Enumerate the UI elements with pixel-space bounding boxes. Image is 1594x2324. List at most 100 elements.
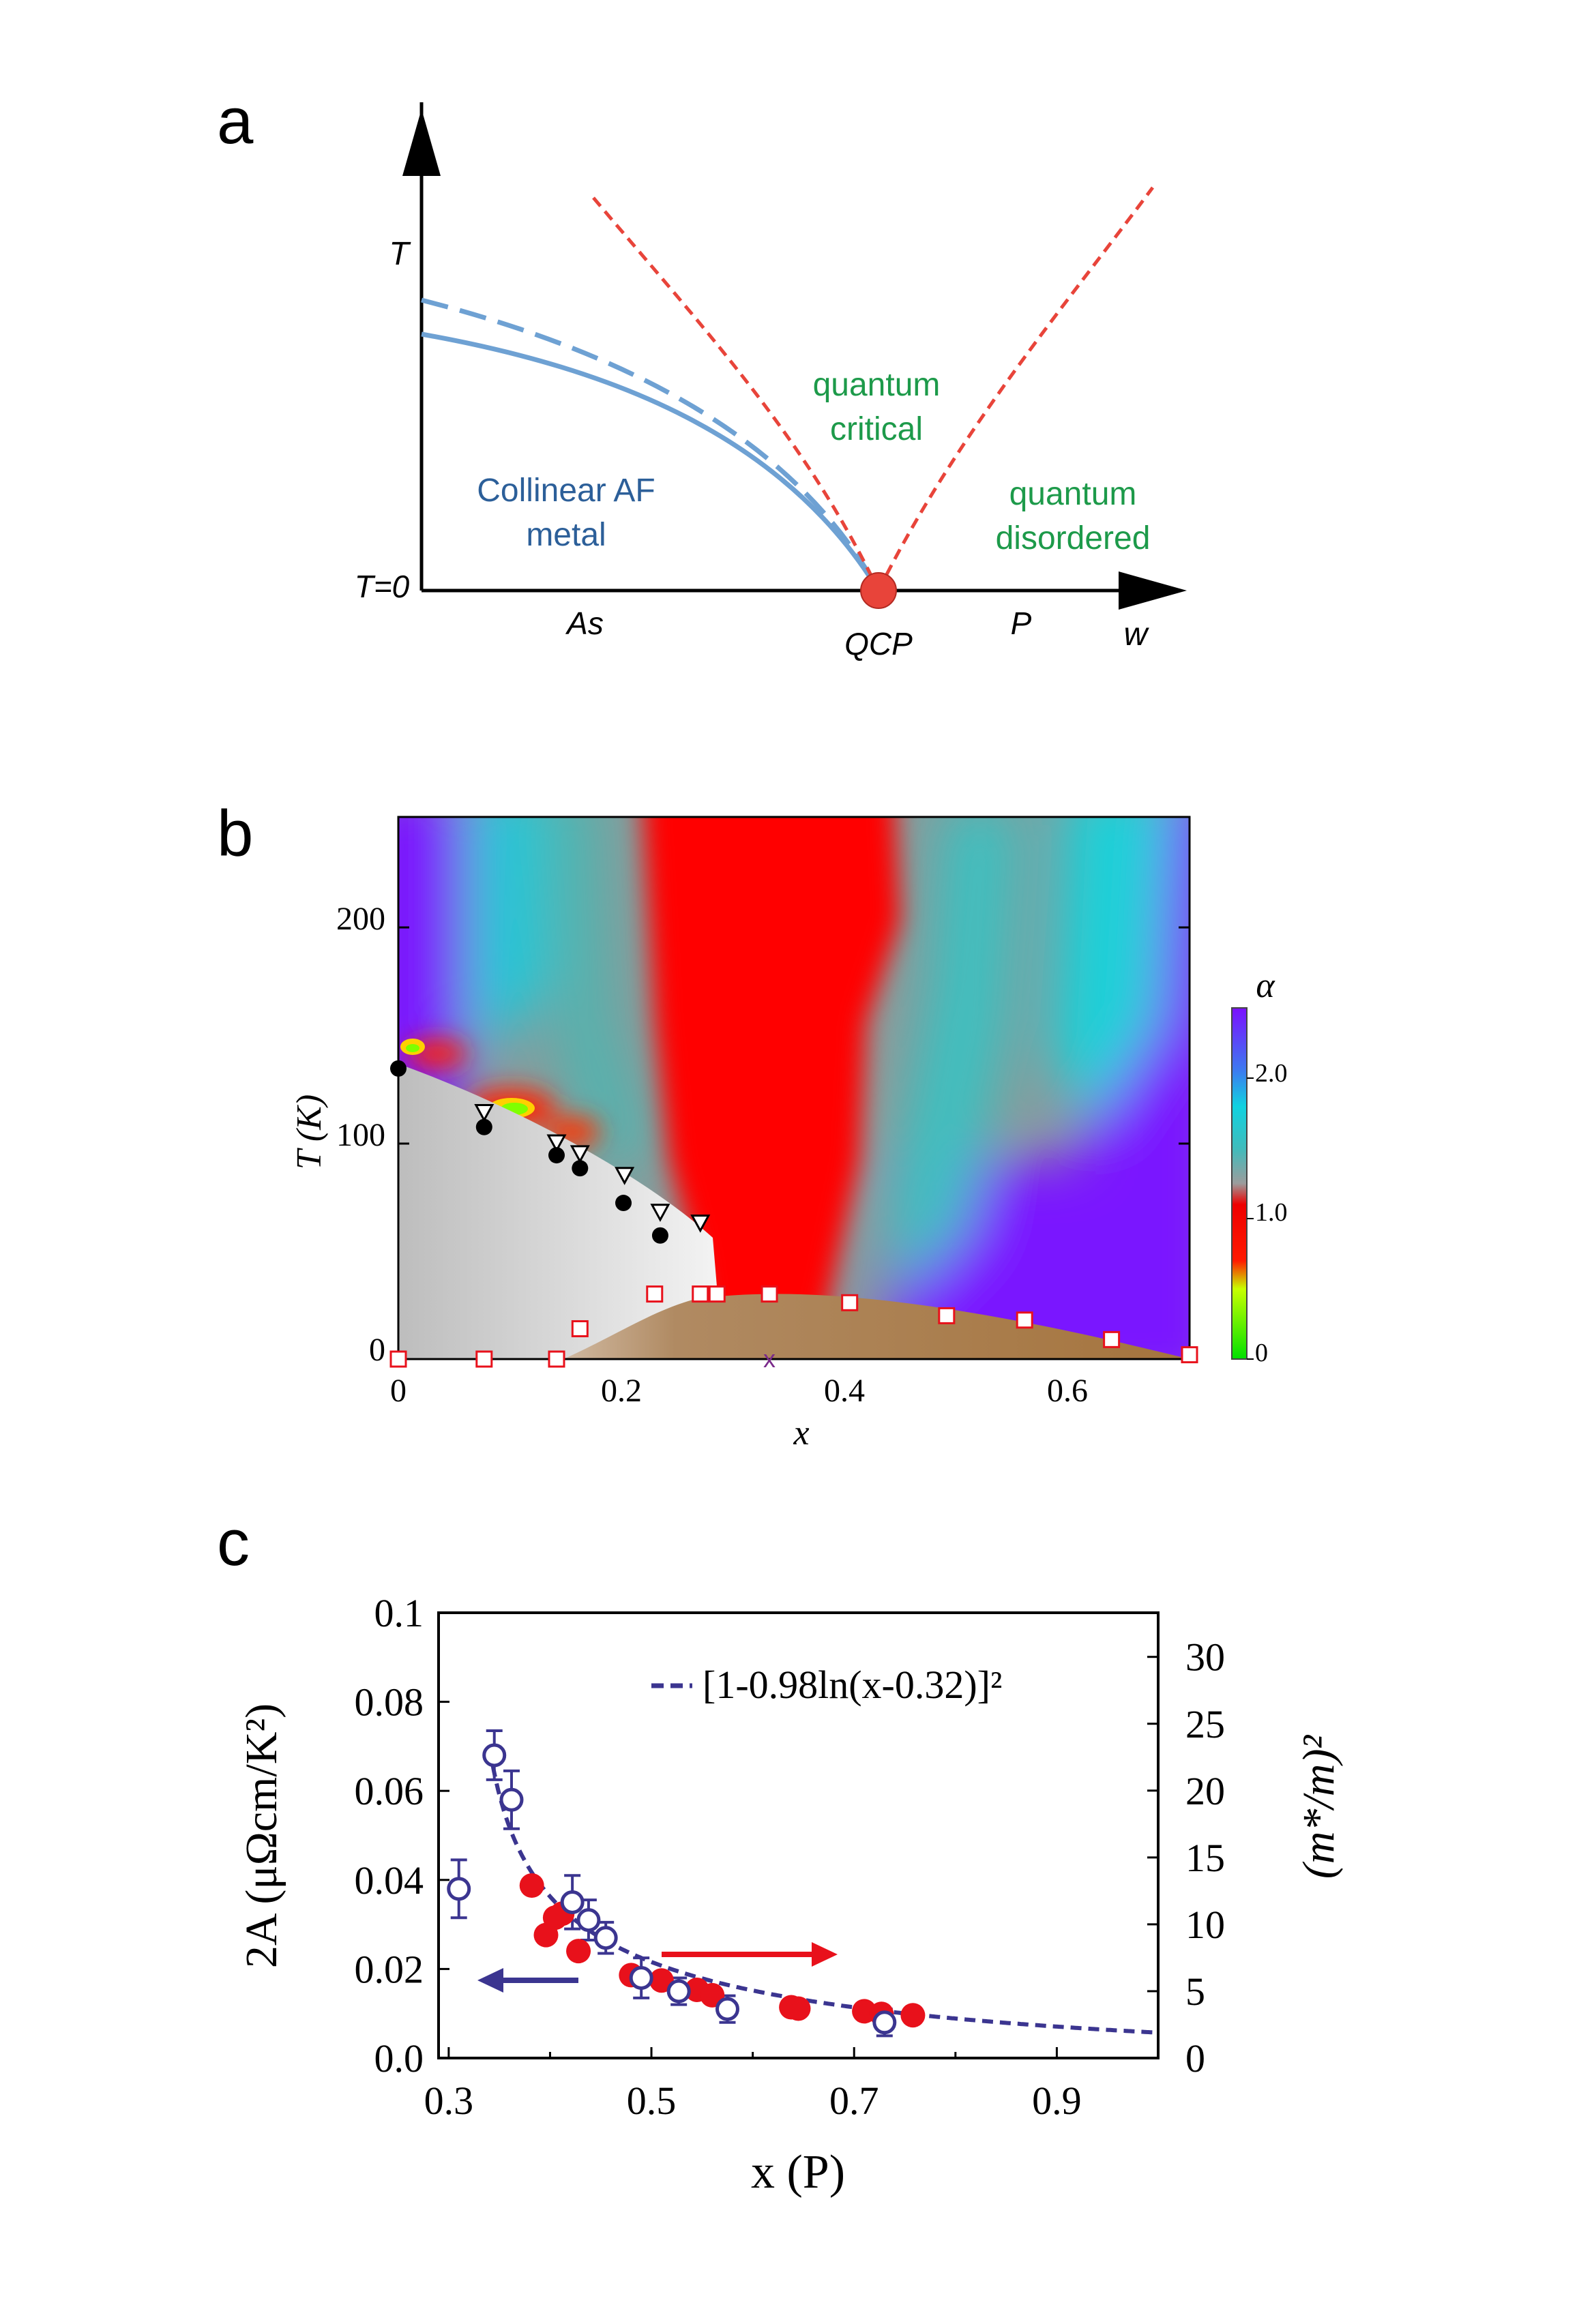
coefficient-open-circle xyxy=(482,1743,507,1768)
c-ytick-left-label: 0.04 xyxy=(355,1858,424,1903)
t-axis-label: T xyxy=(389,236,411,272)
c-ytick-right-label: 5 xyxy=(1185,1969,1205,2014)
coefficient-open-circle xyxy=(560,1890,585,1914)
colorbar xyxy=(1231,1007,1248,1360)
tc-square-marker xyxy=(475,1350,493,1368)
w-axis-label: w xyxy=(1124,616,1150,653)
qc-crossover-left-line xyxy=(592,196,881,592)
tn-circle-marker xyxy=(572,1160,589,1177)
c-fit-curve xyxy=(488,1748,1157,2035)
colorbar-tick-1: 1.0 xyxy=(1255,1198,1288,1227)
tc-square-marker xyxy=(548,1350,565,1368)
sc-dome-region xyxy=(398,1294,1190,1359)
tc-square-marker xyxy=(708,1285,726,1303)
tc-square-marker xyxy=(692,1285,709,1303)
tc-square-marker xyxy=(1181,1346,1198,1364)
tn-circle-marker xyxy=(615,1195,632,1212)
c-ytick-left-label: 0.06 xyxy=(355,1769,424,1813)
heatmap-frame xyxy=(397,816,1191,1360)
coefficient-open-circle xyxy=(715,1997,739,2021)
colorbar-tick-2: 2.0 xyxy=(1255,1059,1288,1088)
c-ytick-right-label: 20 xyxy=(1185,1769,1225,1813)
c-ytick-right-label: 30 xyxy=(1185,1635,1225,1680)
b-xlabel: x xyxy=(793,1414,809,1452)
panel-b: b xyxy=(217,797,1288,1452)
as-label: As xyxy=(565,606,604,641)
coefficient-open-circle xyxy=(872,2010,897,2035)
mass-filled-circle xyxy=(900,2003,926,2028)
tn-circle-marker xyxy=(548,1147,565,1164)
c-ytick-left-label: 0.1 xyxy=(374,1591,424,1635)
tn-circle-marker xyxy=(651,1227,668,1244)
tc-square-marker xyxy=(646,1285,664,1303)
colorbar-tick-0: 0 xyxy=(1255,1339,1268,1367)
c-ytick-right-label: 10 xyxy=(1185,1903,1225,1947)
c-plot-frame xyxy=(437,1611,1160,2059)
c-ylabel-right: (m*/m)² xyxy=(1294,1735,1344,1879)
tn-circle-marker xyxy=(475,1118,492,1135)
ts-triangle-marker xyxy=(474,1103,495,1122)
tc-square-marker xyxy=(1016,1311,1033,1329)
c-ytick-left-label: 0.02 xyxy=(355,1947,424,1991)
b-xtick-0: 0 xyxy=(390,1373,407,1409)
panel-a: a T T=0 As QCP P w Collinear AF metal qu… xyxy=(217,85,1187,661)
af-transition-solid-line xyxy=(421,331,881,592)
b-xtick-0-4: 0.4 xyxy=(824,1373,865,1409)
af-transition-dashed-line xyxy=(421,297,881,592)
tc-square-marker xyxy=(571,1320,589,1337)
mass-filled-circle xyxy=(786,1996,811,2021)
panel-letter-c: c xyxy=(217,1506,250,1579)
coefficient-open-circle xyxy=(576,1908,601,1933)
b-ytick-200: 200 xyxy=(336,901,385,937)
qc-crossover-right-line xyxy=(876,186,1155,592)
c-xlabel: x (P) xyxy=(751,2146,845,2199)
ts-triangle-marker xyxy=(650,1204,670,1222)
b-xtick-0-6: 0.6 xyxy=(1047,1373,1088,1409)
ts-triangle-marker xyxy=(690,1215,711,1233)
ts-triangle-marker xyxy=(615,1167,635,1185)
coefficient-open-circle xyxy=(593,1926,618,1950)
c-ytick-right-label: 25 xyxy=(1185,1702,1225,1746)
alpha-heatmap xyxy=(398,817,1190,1359)
coefficient-open-circle xyxy=(629,1965,653,1990)
c-xtick-label: 0.9 xyxy=(1032,2079,1082,2123)
panel-b-markers: x xyxy=(389,1060,1198,1373)
p-label: P xyxy=(1011,606,1032,641)
qc-region-label-1: quantum xyxy=(813,367,941,403)
panel-letter-b: b xyxy=(217,797,253,870)
b-ytick-0: 0 xyxy=(369,1332,385,1368)
c-ytick-left-label: 0.08 xyxy=(355,1680,424,1725)
qd-region-label-2: disordered xyxy=(996,520,1151,556)
tn-circle-marker xyxy=(390,1060,407,1077)
qcp-label: QCP xyxy=(844,626,913,661)
tc-square-marker xyxy=(761,1285,778,1303)
coefficient-open-circle xyxy=(666,1979,691,2003)
qc-region-label-2: critical xyxy=(830,411,923,447)
c-xtick-label: 0.7 xyxy=(829,2079,879,2123)
tc-square-marker xyxy=(1103,1330,1121,1348)
tc-square-marker xyxy=(389,1350,407,1368)
colorbar-label: α xyxy=(1256,966,1275,1005)
c-xtick-label: 0.5 xyxy=(627,2079,677,2123)
mass-filled-circle xyxy=(649,1968,674,1993)
qd-region-label-1: quantum xyxy=(1009,476,1137,512)
coefficient-open-circle xyxy=(447,1877,471,1901)
mass-filled-circle xyxy=(566,1939,591,1964)
ts-triangle-marker xyxy=(546,1134,567,1153)
t-zero-label: T=0 xyxy=(355,569,410,604)
c-ylabel-left: 2A (μΩcm/K²) xyxy=(237,1703,286,1968)
c-legend-text: [1-0.98ln(x-0.32)]² xyxy=(703,1663,1002,1707)
c-ytick-right-label: 0 xyxy=(1185,2036,1205,2081)
af-region-label-1: Collinear AF xyxy=(477,473,655,509)
af-region-label-2: metal xyxy=(526,517,606,553)
tc-square-marker xyxy=(938,1307,956,1324)
right-axis-arrow-icon xyxy=(812,1942,838,1967)
w-axis-arrow-icon xyxy=(1119,571,1187,610)
b-xtick-0-2: 0.2 xyxy=(601,1373,642,1409)
c-ytick-right-label: 15 xyxy=(1185,1836,1225,1880)
tc-square-marker xyxy=(841,1294,859,1311)
panel-c: c 0.3 0.5 0.7 0.9 0.0 0.02 0.04 0.06 0.08 0.1 0 5 10… xyxy=(217,1506,1344,2199)
x-marker: x xyxy=(763,1345,776,1373)
panel-letter-a: a xyxy=(217,85,254,158)
